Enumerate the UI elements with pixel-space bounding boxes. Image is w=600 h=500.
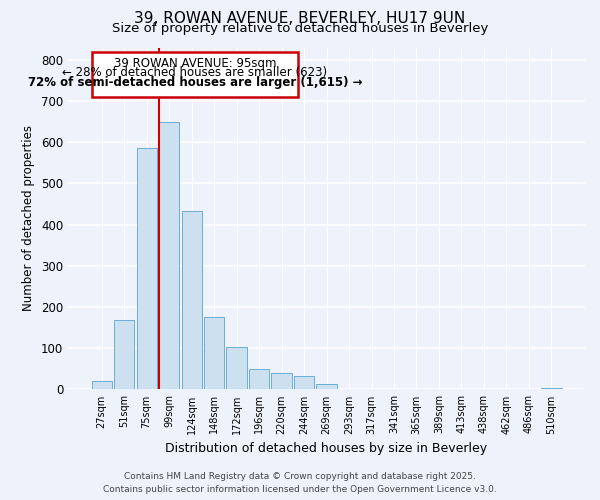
Bar — [204, 318, 224, 390]
Bar — [137, 148, 157, 390]
X-axis label: Distribution of detached houses by size in Beverley: Distribution of detached houses by size … — [166, 442, 488, 455]
Bar — [114, 320, 134, 390]
Text: 39 ROWAN AVENUE: 95sqm: 39 ROWAN AVENUE: 95sqm — [114, 58, 276, 70]
Y-axis label: Number of detached properties: Number of detached properties — [22, 126, 35, 312]
Bar — [159, 122, 179, 390]
Text: Contains HM Land Registry data © Crown copyright and database right 2025.
Contai: Contains HM Land Registry data © Crown c… — [103, 472, 497, 494]
Bar — [249, 369, 269, 390]
Text: 72% of semi-detached houses are larger (1,615) →: 72% of semi-detached houses are larger (… — [28, 76, 362, 88]
Bar — [182, 212, 202, 390]
Bar — [541, 388, 562, 390]
Bar — [271, 373, 292, 390]
Bar — [294, 376, 314, 390]
Text: ← 28% of detached houses are smaller (623): ← 28% of detached houses are smaller (62… — [62, 66, 328, 80]
Bar — [226, 348, 247, 390]
FancyBboxPatch shape — [92, 52, 298, 97]
Text: 39, ROWAN AVENUE, BEVERLEY, HU17 9UN: 39, ROWAN AVENUE, BEVERLEY, HU17 9UN — [134, 11, 466, 26]
Text: Size of property relative to detached houses in Beverley: Size of property relative to detached ho… — [112, 22, 488, 35]
Bar — [92, 381, 112, 390]
Bar — [316, 384, 337, 390]
